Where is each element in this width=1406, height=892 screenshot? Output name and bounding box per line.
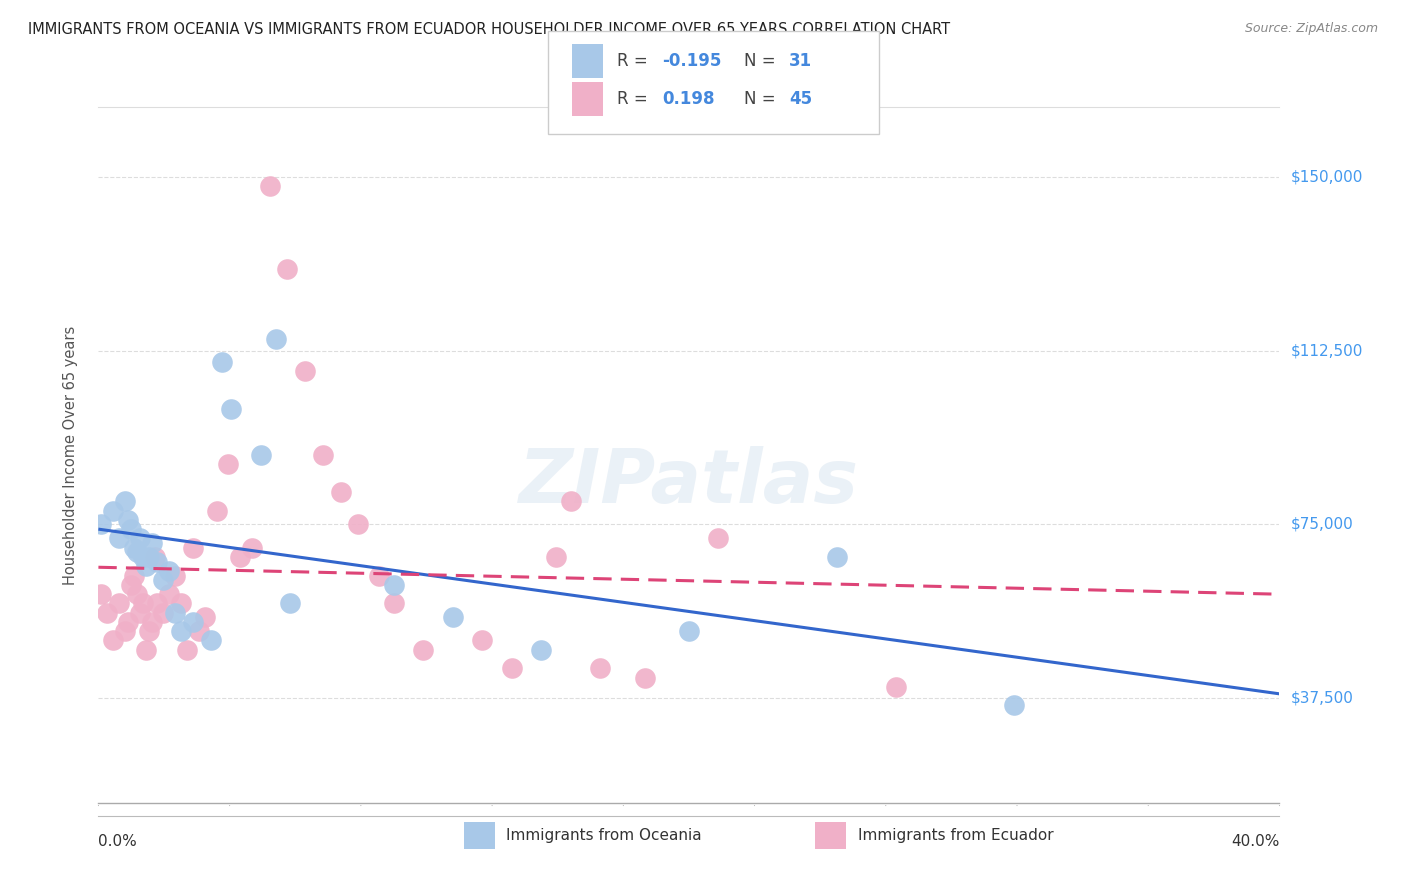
Point: [135, 559, 157, 574]
Point: [441, 610, 464, 624]
Point: [347, 517, 370, 532]
Point: [205, 503, 228, 517]
Point: [329, 485, 352, 500]
Point: [200, 633, 222, 648]
Point: [678, 624, 700, 639]
Point: [560, 494, 582, 508]
Point: [170, 624, 193, 639]
Point: [412, 642, 434, 657]
Point: [278, 596, 302, 610]
Point: [114, 624, 136, 639]
Point: [382, 578, 405, 592]
Text: $112,500: $112,500: [1291, 343, 1362, 358]
Point: [194, 610, 217, 624]
Point: [138, 549, 160, 564]
Point: [181, 615, 204, 629]
Point: [633, 671, 655, 685]
Text: ZIPatlas: ZIPatlas: [519, 446, 859, 519]
Point: [157, 587, 180, 601]
Text: 40.0%: 40.0%: [1232, 834, 1279, 849]
Point: [229, 549, 252, 564]
Point: [152, 606, 174, 620]
Text: $75,000: $75,000: [1291, 517, 1354, 532]
Point: [471, 633, 494, 648]
Text: Immigrants from Oceania: Immigrants from Oceania: [506, 829, 702, 843]
Text: $150,000: $150,000: [1291, 169, 1362, 184]
Point: [501, 661, 523, 675]
Point: [120, 522, 142, 536]
Point: [103, 503, 125, 517]
Point: [219, 401, 242, 416]
Point: [138, 624, 160, 639]
Point: [152, 573, 174, 587]
Point: [90, 587, 112, 601]
Point: [132, 549, 155, 564]
Point: [120, 578, 142, 592]
Point: [96, 606, 118, 620]
Point: [141, 615, 163, 629]
Point: [165, 568, 187, 582]
Text: R =: R =: [617, 52, 654, 70]
Point: [103, 633, 125, 648]
Text: 0.198: 0.198: [662, 90, 714, 108]
Text: 0.0%: 0.0%: [98, 834, 138, 849]
Point: [250, 448, 273, 462]
Point: [90, 517, 112, 532]
Point: [264, 332, 287, 346]
Point: [217, 457, 239, 471]
Point: [125, 587, 148, 601]
Point: [108, 596, 131, 610]
Point: [117, 513, 139, 527]
Point: [135, 642, 157, 657]
Text: N =: N =: [744, 52, 780, 70]
Point: [312, 448, 335, 462]
Point: [122, 541, 145, 555]
Point: [132, 596, 155, 610]
Text: N =: N =: [744, 90, 780, 108]
Point: [165, 606, 187, 620]
Point: [276, 262, 298, 277]
Point: [141, 536, 163, 550]
Point: [181, 541, 204, 555]
Point: [259, 178, 281, 193]
Point: [825, 549, 848, 564]
Point: [187, 624, 209, 639]
Point: [544, 549, 567, 564]
Text: Immigrants from Ecuador: Immigrants from Ecuador: [858, 829, 1053, 843]
Point: [128, 532, 150, 546]
Text: R =: R =: [617, 90, 654, 108]
Point: [117, 615, 139, 629]
Point: [146, 555, 169, 569]
Text: 31: 31: [789, 52, 811, 70]
Point: [108, 532, 131, 546]
Text: Source: ZipAtlas.com: Source: ZipAtlas.com: [1244, 22, 1378, 36]
Point: [128, 606, 150, 620]
Point: [530, 642, 553, 657]
Text: $37,500: $37,500: [1291, 691, 1354, 706]
Y-axis label: Householder Income Over 65 years: Householder Income Over 65 years: [63, 326, 77, 584]
Point: [114, 494, 136, 508]
Point: [240, 541, 263, 555]
Point: [146, 596, 169, 610]
Point: [294, 364, 316, 378]
Point: [884, 680, 907, 694]
Point: [170, 596, 193, 610]
Point: [143, 549, 166, 564]
Point: [707, 532, 730, 546]
Point: [176, 642, 198, 657]
Text: -0.195: -0.195: [662, 52, 721, 70]
Point: [211, 355, 233, 369]
Point: [1002, 698, 1025, 713]
Point: [157, 564, 180, 578]
Point: [368, 568, 391, 582]
Point: [122, 568, 145, 582]
Point: [382, 596, 405, 610]
Point: [125, 545, 148, 559]
Text: 45: 45: [789, 90, 811, 108]
Point: [589, 661, 612, 675]
Text: IMMIGRANTS FROM OCEANIA VS IMMIGRANTS FROM ECUADOR HOUSEHOLDER INCOME OVER 65 YE: IMMIGRANTS FROM OCEANIA VS IMMIGRANTS FR…: [28, 22, 950, 37]
